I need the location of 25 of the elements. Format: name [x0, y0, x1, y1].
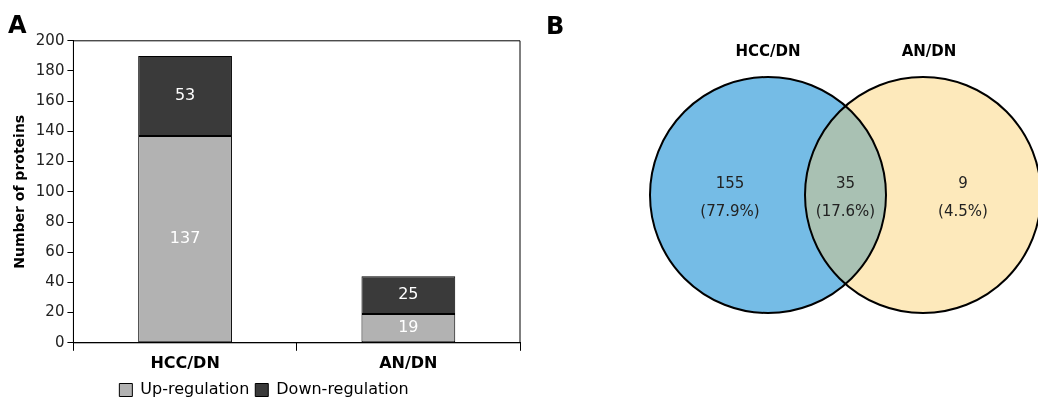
- y-tick-label: 140: [35, 121, 65, 140]
- y-tick-label: 120: [35, 151, 65, 170]
- y-axis-title: Number of proteins: [11, 114, 28, 269]
- text: HCC/DN: [735, 41, 801, 60]
- chart-title: A: [8, 10, 27, 39]
- data-label: 25: [398, 284, 419, 304]
- y-tick-label: 200: [35, 30, 65, 49]
- y-tick-label: 180: [35, 60, 65, 79]
- text: 155 (77.9%): [700, 173, 760, 220]
- text: 35 (17.6%): [815, 173, 876, 220]
- data-label: 19: [398, 317, 419, 337]
- legend-label: Down-regulation: [276, 379, 409, 399]
- y-tick-label: 80: [45, 211, 65, 230]
- y-tick-label: 160: [35, 91, 65, 110]
- data-label: 53: [174, 85, 196, 105]
- y-tick-label: 100: [35, 181, 65, 200]
- text: B: [546, 12, 565, 41]
- y-tick-label: 0: [54, 332, 65, 351]
- text: AN/DN: [901, 41, 957, 60]
- data-label: 137: [169, 228, 201, 248]
- y-tick-label: 40: [45, 272, 65, 291]
- y-tick-label: 20: [45, 302, 65, 321]
- legend-label: Up-regulation: [140, 379, 250, 399]
- text: 9 (4.5%): [938, 173, 988, 220]
- y-tick-label: 60: [45, 242, 65, 261]
